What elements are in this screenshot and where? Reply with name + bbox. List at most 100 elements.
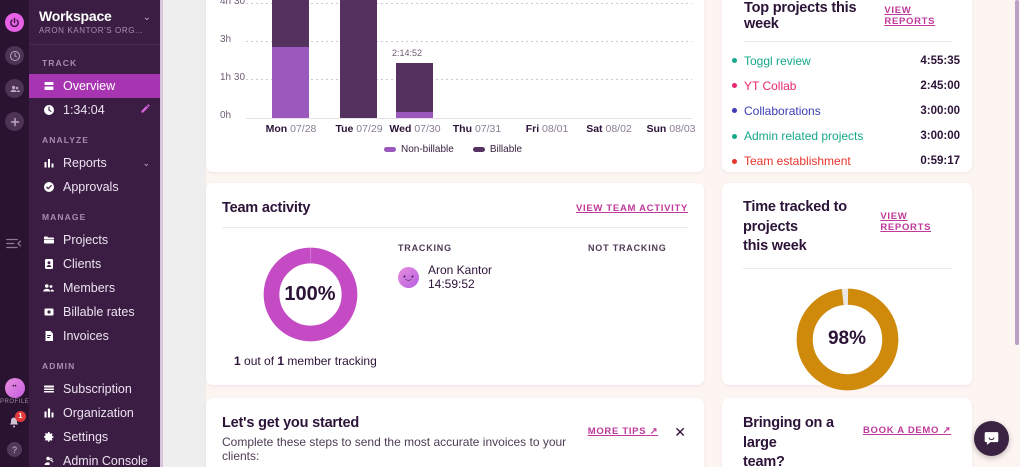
- scrollbar-track[interactable]: [1014, 0, 1020, 467]
- y-tick-label: 0h: [220, 110, 232, 121]
- sidebar-item-overview[interactable]: Overview: [29, 74, 160, 98]
- bar-tue[interactable]: [340, 0, 377, 118]
- list-item[interactable]: •‿• Aron Kantor 14:59:52: [398, 263, 588, 291]
- x-tick-label: Thu 07/31: [452, 123, 502, 135]
- timer-icon[interactable]: [5, 46, 24, 65]
- divider: [222, 227, 688, 228]
- team-icon[interactable]: [5, 79, 24, 98]
- sidebar-item-members[interactable]: Members: [29, 276, 160, 300]
- legend-item-nonbillable[interactable]: Non-billable: [384, 144, 454, 155]
- gridline: [246, 41, 692, 42]
- member-duration: 14:59:52: [428, 277, 475, 291]
- time-tracked-donut: 98%: [791, 283, 904, 396]
- notification-badge: 1: [15, 411, 26, 422]
- sidebar-item-settings[interactable]: Settings: [29, 425, 160, 449]
- close-icon[interactable]: ✕: [674, 424, 686, 440]
- view-team-activity-link[interactable]: VIEW TEAM ACTIVITY: [576, 202, 688, 214]
- more-tips-link[interactable]: MORE TIPS ↗: [587, 426, 659, 437]
- chat-bubble[interactable]: [974, 421, 1009, 456]
- legend-swatch: [384, 147, 396, 152]
- section-label-manage: MANAGE: [42, 212, 87, 222]
- add-icon[interactable]: [5, 112, 24, 131]
- money-icon: [42, 306, 55, 318]
- content-scrim: [160, 0, 206, 467]
- time-tracked-percent: 98%: [827, 328, 867, 350]
- top-projects-card: Top projects this week VIEW REPORTS Togg…: [722, 0, 972, 172]
- not-tracking-column-header: NOT TRACKING: [588, 243, 667, 253]
- tracking-suffix: member tracking: [284, 354, 377, 368]
- project-duration: 3:00:00: [920, 104, 960, 117]
- sidebar-item-label: Admin Console: [63, 454, 148, 467]
- sidebar-item-timer[interactable]: 1:34:04: [29, 98, 160, 122]
- x-axis: [246, 118, 692, 119]
- table-row[interactable]: YT Collab 2:45:00: [722, 73, 972, 98]
- table-row[interactable]: Admin related projects 3:00:00: [722, 124, 972, 149]
- table-row[interactable]: Toggl review 4:55:35: [722, 48, 972, 73]
- time-tracked-title-line1: Time tracked to projects: [743, 199, 847, 235]
- project-name: Team establishment: [744, 154, 851, 169]
- collapse-sidebar-icon[interactable]: [6, 236, 24, 250]
- sidebar-item-subscription[interactable]: Subscription: [29, 377, 160, 401]
- chart-legend: Non-billable Billable: [384, 144, 522, 155]
- y-tick-label: 1h 30: [220, 72, 246, 83]
- profile-label: PROFILE: [0, 399, 30, 405]
- sidebar-item-approvals[interactable]: Approvals: [29, 175, 160, 199]
- sidebar-item-clients[interactable]: Clients: [29, 252, 160, 276]
- main-content: 4h 30 3h 1h 30 0h 2:14:52 Mon 07/28 Tue: [206, 0, 1020, 467]
- folder-icon: [42, 234, 55, 246]
- project-name: Collaborations: [744, 103, 821, 118]
- legend-label: Non-billable: [401, 144, 454, 155]
- sidebar-item-label: Clients: [63, 257, 102, 271]
- notifications-button[interactable]: 1: [0, 411, 29, 435]
- project-color-dot: [732, 133, 737, 139]
- get-started-subtitle: Complete these steps to send the most ac…: [222, 435, 567, 463]
- view-reports-link[interactable]: VIEW REPORTS: [880, 211, 932, 233]
- book-demo-link[interactable]: BOOK A DEMO ↗: [863, 425, 952, 436]
- avatar[interactable]: ••: [4, 378, 25, 398]
- book-demo-card: Bringing on a large team? BOOK A DEMO ↗: [722, 398, 972, 467]
- chat-icon: [984, 432, 999, 445]
- scrollbar-thumb[interactable]: [1015, 0, 1019, 345]
- time-tracked-title: Time tracked to projects this week: [743, 198, 880, 257]
- pencil-icon[interactable]: [140, 103, 151, 117]
- tracking-total: 1: [277, 354, 285, 368]
- workspace-switcher[interactable]: Workspace ARON KANTOR'S ORG... ⌄: [29, 0, 160, 45]
- bar-chart-icon: [42, 157, 55, 169]
- time-tracked-title-line2: this week: [743, 238, 807, 255]
- sidebar-item-label: Approvals: [63, 180, 119, 194]
- x-tick-label: Wed 07/30: [389, 123, 441, 135]
- sidebar-item-projects[interactable]: Projects: [29, 228, 160, 252]
- card-icon: [42, 383, 55, 395]
- bar-wed[interactable]: [396, 63, 433, 118]
- x-tick-label: Sun 08/03: [646, 123, 696, 135]
- sidebar-item-reports[interactable]: Reports ⌄: [29, 151, 160, 175]
- sidebar-item-admin-console[interactable]: Admin Console: [29, 449, 160, 467]
- workspace-subtitle: ARON KANTOR'S ORG...: [39, 26, 144, 35]
- member-name: Aron Kantor: [428, 263, 493, 277]
- divider: [744, 41, 952, 42]
- tracking-summary: 1 out of 1 member tracking: [234, 354, 377, 368]
- gridline: [246, 3, 692, 4]
- sidebar-item-invoices[interactable]: Invoices: [29, 324, 160, 348]
- sidebar-item-label: Billable rates: [63, 305, 135, 319]
- rail-bottom-group: •• PROFILE 1 ?: [0, 378, 29, 467]
- view-reports-link[interactable]: VIEW REPORTS: [884, 5, 936, 27]
- demo-title-line2: team?: [743, 454, 785, 467]
- table-row[interactable]: Team establishment 0:59:17: [722, 149, 972, 174]
- power-icon[interactable]: [5, 13, 24, 32]
- sidebar-item-billable-rates[interactable]: Billable rates: [29, 300, 160, 324]
- bar-mon[interactable]: [272, 0, 309, 118]
- project-color-dot: [732, 158, 737, 164]
- invoice-icon: [42, 330, 55, 342]
- legend-item-billable[interactable]: Billable: [472, 144, 523, 155]
- tracking-column-header: TRACKING: [398, 243, 452, 253]
- chevron-down-icon[interactable]: ⌄: [142, 157, 150, 168]
- bar-value-label: 2:14:52: [392, 48, 423, 58]
- table-row[interactable]: Collaborations 3:00:00: [722, 98, 972, 123]
- legend-label: Billable: [489, 144, 523, 155]
- sidebar-edge: [160, 0, 163, 467]
- x-tick-label: Mon 07/28: [265, 123, 317, 135]
- sidebar-item-organization[interactable]: Organization: [29, 401, 160, 425]
- help-icon[interactable]: ?: [7, 442, 22, 457]
- workspace-title: Workspace: [39, 8, 112, 24]
